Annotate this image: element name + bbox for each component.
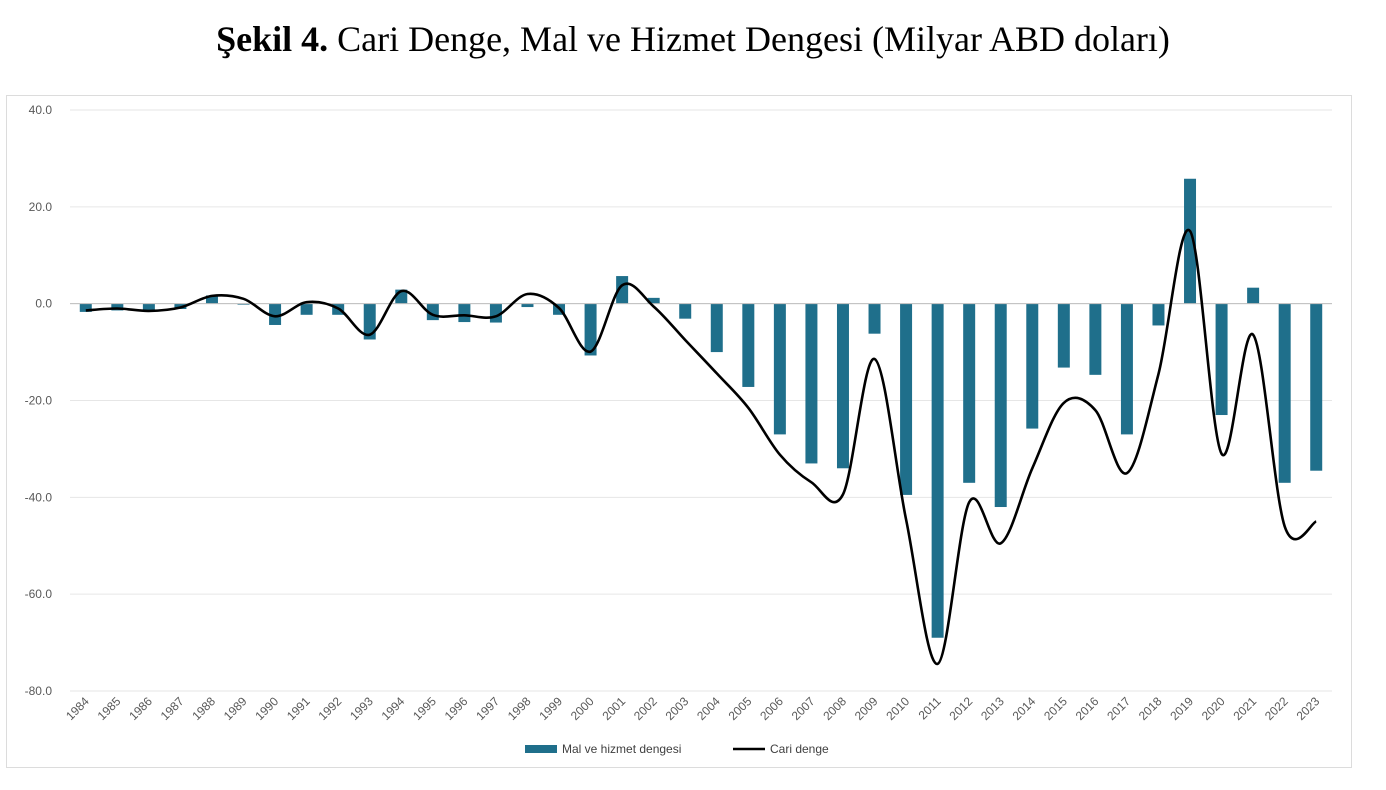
x-tick-label: 2020: [1199, 694, 1228, 723]
x-tick-label: 1985: [95, 694, 124, 723]
x-tick-label: 2010: [883, 694, 912, 723]
bar-2018: [1152, 303, 1165, 326]
bar-1985: [111, 303, 124, 311]
line-cari-denge: [85, 228, 1317, 666]
figure-label: Şekil 4.: [216, 19, 329, 59]
bar-2014: [1026, 303, 1039, 429]
bar-2013: [994, 303, 1007, 508]
y-tick-label: -80.0: [25, 684, 53, 698]
bar-1998: [521, 303, 534, 308]
bar-2017: [1120, 303, 1133, 435]
x-tick-label: 1992: [316, 694, 345, 723]
x-tick-label: 1995: [410, 694, 439, 723]
y-tick-label: -60.0: [25, 587, 53, 601]
x-tick-label: 2016: [1073, 694, 1102, 723]
legend: Mal ve hizmet dengesi Cari denge: [525, 742, 829, 756]
x-tick-label: 1986: [126, 694, 155, 723]
x-tick-label: 2008: [820, 694, 849, 723]
x-tick-label: 1989: [221, 694, 250, 723]
bar-1991: [300, 303, 313, 315]
bar-2023: [1310, 303, 1323, 471]
x-tick-label: 2018: [1136, 694, 1165, 723]
y-tick-label: 0.0: [35, 297, 52, 311]
x-tick-label: 1990: [252, 694, 281, 723]
x-tick-label: 1999: [536, 694, 565, 723]
x-tick-label: 2012: [947, 694, 976, 723]
y-tick-label: 40.0: [29, 103, 53, 117]
gridlines: [70, 109, 1332, 692]
legend-label-line: Cari denge: [770, 742, 829, 756]
x-tick-label: 1994: [379, 694, 408, 723]
x-tick-label: 2000: [568, 694, 597, 723]
bar-2005: [742, 303, 755, 387]
bar-1990: [269, 303, 282, 325]
bar-2021: [1247, 287, 1260, 304]
bar-2004: [710, 303, 723, 353]
bar-1988: [205, 295, 218, 304]
bar-1996: [458, 303, 471, 323]
y-tick-label: -20.0: [25, 394, 53, 408]
y-tick-label: 20.0: [29, 200, 53, 214]
chart-frame: [6, 95, 1352, 768]
x-tick-label: 2011: [916, 694, 944, 722]
figure-title: Şekil 4. Cari Denge, Mal ve Hizmet Denge…: [0, 18, 1386, 60]
bar-2015: [1057, 303, 1070, 368]
line-series: [85, 228, 1317, 666]
bar-2008: [836, 303, 849, 469]
x-tick-label: 1988: [189, 694, 218, 723]
x-tick-label: 1996: [442, 694, 471, 723]
bar-2007: [805, 303, 818, 464]
x-tick-label: 2004: [694, 694, 723, 723]
x-tick-label: 2014: [1010, 694, 1039, 723]
x-tick-label: 1991: [284, 694, 313, 723]
legend-swatch-bars: [525, 745, 557, 753]
bar-2009: [868, 303, 881, 334]
figure-title-text: Cari Denge, Mal ve Hizmet Dengesi (Milya…: [337, 19, 1170, 59]
bar-2001: [616, 276, 629, 304]
x-tick-label: 2007: [789, 694, 818, 723]
bar-2006: [773, 303, 786, 435]
bar-2012: [963, 303, 976, 483]
bar-2000: [584, 303, 597, 356]
x-tick-label: 1998: [505, 694, 534, 723]
x-tick-label: 2006: [757, 694, 786, 723]
bar-1984: [79, 303, 92, 312]
x-tick-label: 1997: [473, 694, 502, 723]
x-axis-ticks: 1984 1985 1986 1987 1988 1989 1990 1991 1992 1993…: [63, 694, 1322, 723]
bar-2022: [1278, 303, 1291, 483]
bar-2019: [1184, 178, 1197, 304]
bar-2010: [900, 303, 913, 495]
bar-series: [79, 178, 1323, 638]
x-tick-label: 2019: [1167, 694, 1196, 723]
x-tick-label: 2005: [726, 694, 755, 723]
bar-1995: [426, 303, 439, 321]
x-tick-label: 1987: [158, 694, 187, 723]
bar-2011: [931, 303, 944, 638]
y-axis-ticks: 40.0 20.0 0.0 -20.0 -40.0 -60.0 -80.0: [25, 103, 53, 698]
bar-1993: [363, 303, 376, 340]
x-tick-label: 2022: [1262, 694, 1291, 723]
x-tick-label: 1993: [347, 694, 376, 723]
legend-label-bars: Mal ve hizmet dengesi: [562, 742, 681, 756]
bar-1997: [489, 303, 502, 323]
bar-2020: [1215, 303, 1228, 416]
x-tick-label: 2003: [663, 694, 692, 723]
x-tick-label: 2015: [1041, 694, 1070, 723]
x-tick-label: 2017: [1104, 694, 1133, 723]
x-tick-label: 2013: [978, 694, 1007, 723]
x-tick-label: 2023: [1294, 694, 1323, 723]
bar-1986: [142, 303, 155, 312]
x-tick-label: 2002: [631, 694, 660, 723]
x-tick-label: 2021: [1230, 694, 1259, 723]
x-tick-label: 1984: [63, 694, 92, 723]
x-tick-label: 2009: [852, 694, 881, 723]
bar-2002: [647, 297, 660, 304]
x-tick-label: 2001: [599, 694, 628, 723]
y-tick-label: -40.0: [25, 490, 53, 504]
bar-2016: [1089, 303, 1102, 375]
bar-2003: [679, 303, 692, 319]
bar-1994: [395, 289, 408, 304]
